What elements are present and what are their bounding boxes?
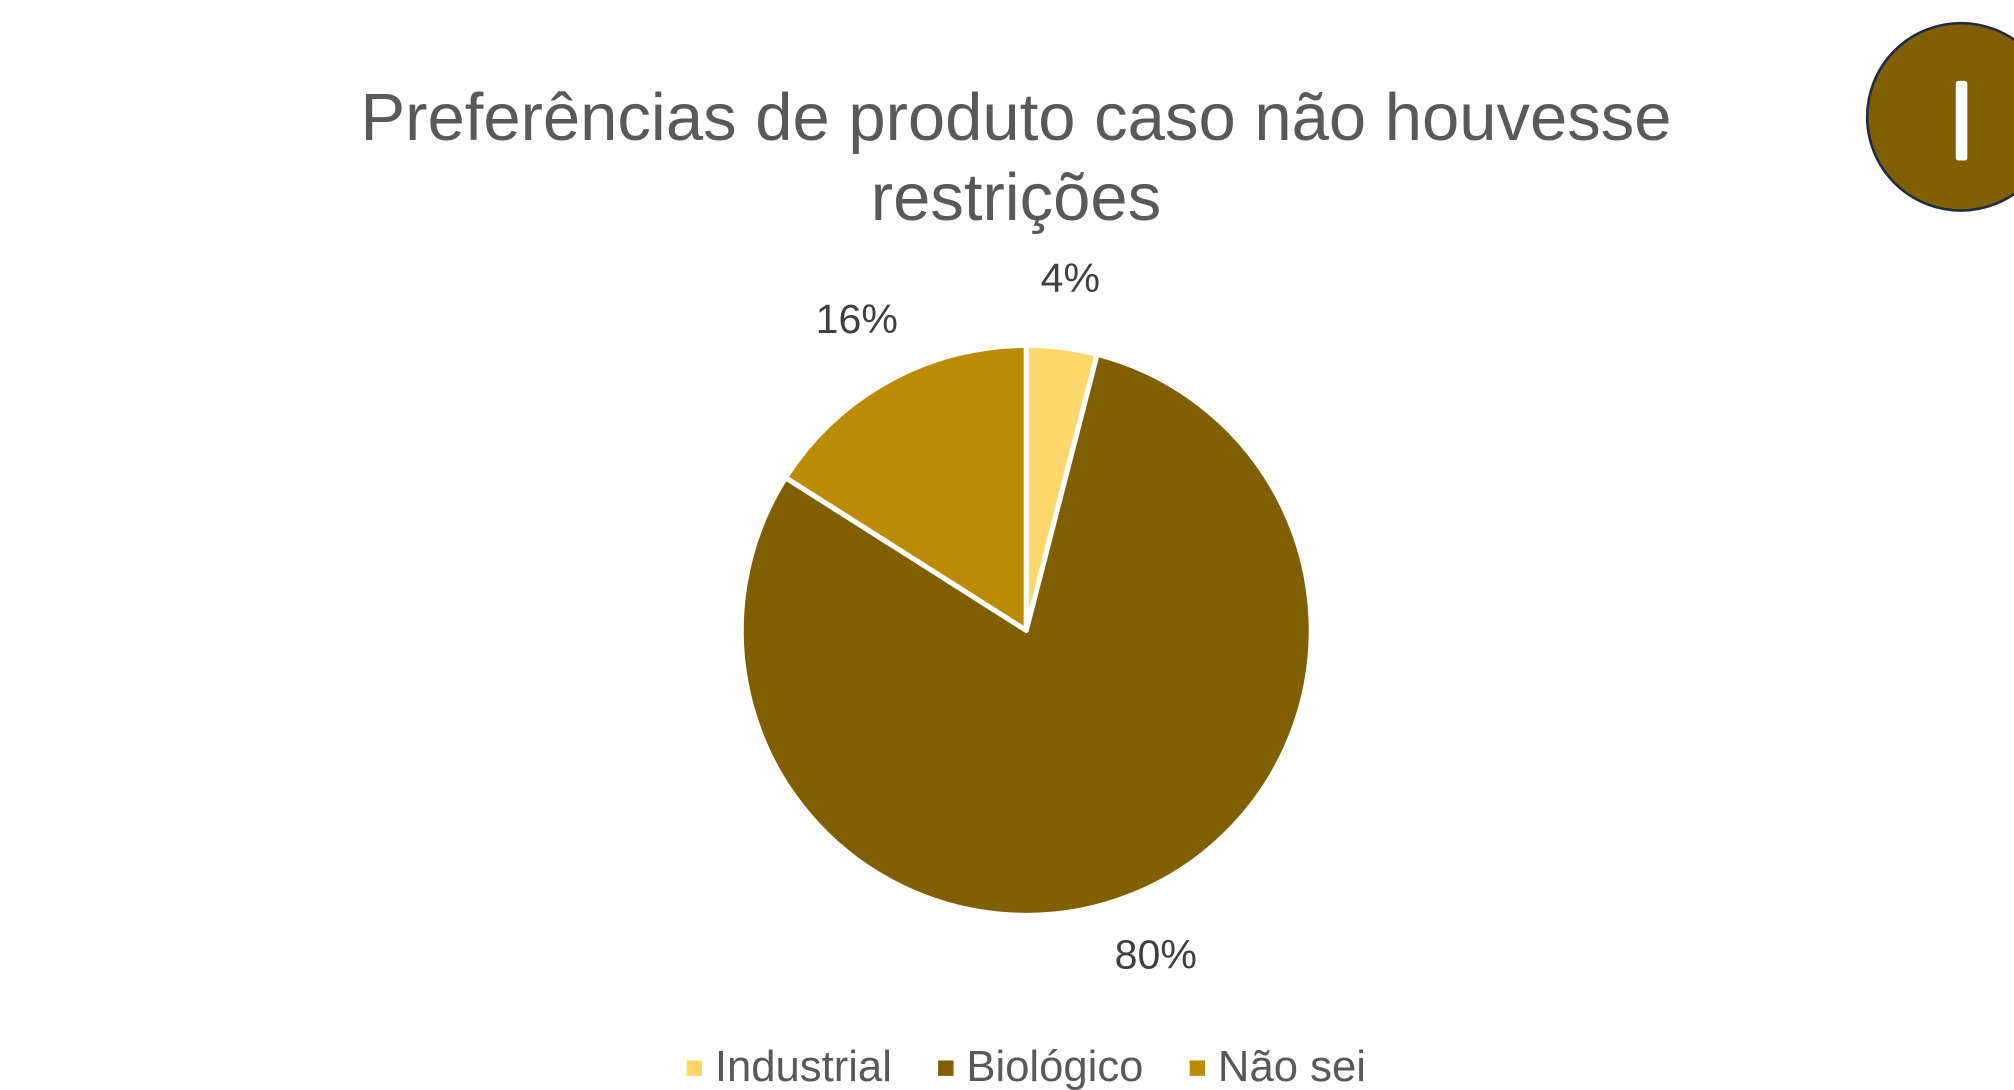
legend-swatch [938,1060,954,1076]
data-label: 16% [816,296,898,342]
legend-swatch [1189,1060,1206,1076]
pie-slice [783,342,1029,633]
legend-label: Industrial [715,1042,892,1090]
legend-swatch [686,1060,702,1076]
pie-slice [738,351,1314,918]
badge-icon [1955,80,1968,161]
legend-label: Não sei [1218,1042,1366,1090]
data-label: 4% [1041,255,1100,301]
badge [1865,21,2014,212]
chart-title: Preferências de produto caso não houvess… [360,80,1672,235]
legend-label: Biológico [966,1042,1143,1090]
data-label: 80% [1115,931,1197,977]
